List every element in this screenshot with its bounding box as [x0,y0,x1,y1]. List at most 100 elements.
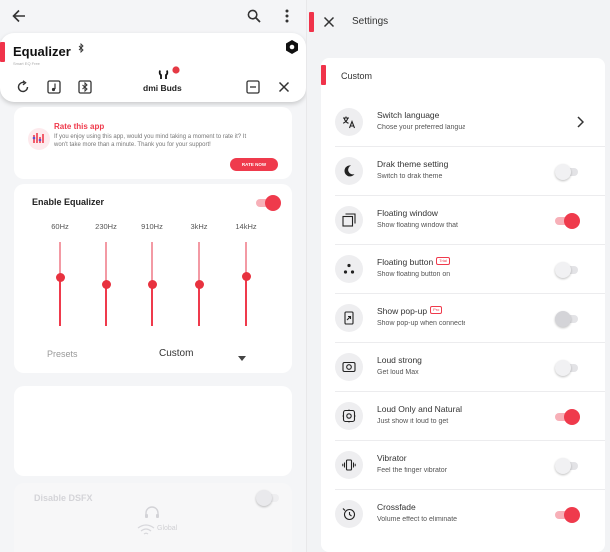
band-label-14khz: 14kHz [235,222,257,231]
equalizer-screen: Equalizer Smart EQ Free dmi Buds [0,0,306,552]
band-slider-910hz[interactable] [147,242,157,326]
row-subtitle: Chose your preferred language [377,124,465,131]
settings-row-dark-theme[interactable]: Drak theme setting Switch to drak theme [321,147,605,196]
icon-circle [335,255,363,283]
row-subtitle: Show pop-up when connected [377,320,465,327]
row-subtitle: Just show it loud to get [377,418,449,425]
icon-circle [335,353,363,381]
row-title: Vibrator [377,453,407,463]
settings-row-loud-only[interactable]: Loud Only and Natural Just show it loud … [321,392,605,441]
row-divider [335,195,605,196]
row-subtitle: Feel the finger vibrator [377,467,448,474]
row-divider [335,342,605,343]
loud-strong-toggle[interactable] [555,360,579,376]
refresh-icon[interactable] [16,80,30,94]
rate-app-card: Rate this app If you enjoy using this ap… [14,107,292,179]
band-label-230hz: 230Hz [95,222,117,231]
icon-circle [335,206,363,234]
row-subtitle: Get loud Max [377,369,419,376]
loud-gear-icon [342,409,356,423]
settings-row-floating-window[interactable]: Floating window Show floating window tha… [321,196,605,245]
equalizer-app-icon [28,128,50,150]
row-title: Floating button Trial [377,257,465,267]
back-arrow-icon[interactable] [12,9,26,23]
floating-window-toggle[interactable] [555,213,580,229]
search-icon[interactable] [247,9,261,23]
rate-body: If you enjoy using this app, would you m… [54,134,247,148]
icon-circle [335,108,363,136]
row-subtitle: Show floating window that [377,222,458,229]
popup-icon [344,311,354,325]
row-title-text: Show pop-up [377,306,428,316]
row-title-text: Floating button [377,257,434,267]
pro-badge: Pro [430,306,443,314]
band-slider-3khz[interactable] [194,242,204,326]
moon-icon [344,165,355,177]
band-slider-60hz[interactable] [55,242,65,326]
dark-theme-toggle[interactable] [555,164,579,180]
section-accent-bar [321,65,326,85]
vibrate-icon [342,459,356,471]
settings-row-floating-button[interactable]: Floating button Trial Show floating butto… [321,245,605,294]
section-title-custom: Custom [341,71,373,81]
band-label-3khz: 3kHz [190,222,208,231]
bluetooth-icon [78,43,84,53]
settings-row-switch-language[interactable]: Switch language Chose your preferred lan… [321,98,605,147]
top-app-bar [0,0,306,34]
row-title: Floating window [377,208,438,218]
window-icon [342,213,356,227]
equalizer-subtitle: Smart EQ Free [13,61,40,66]
row-title: Loud Only and Natural [377,404,463,414]
icon-circle [335,500,363,528]
row-divider [335,489,605,490]
settings-gear-icon[interactable] [284,39,300,55]
row-divider [335,293,605,294]
dropdown-arrow-icon[interactable] [238,356,246,361]
close-icon[interactable] [278,81,290,93]
presets-label: Presets [47,349,78,359]
show-popup-toggle[interactable] [555,311,579,327]
music-note-icon[interactable] [47,80,61,94]
floating-button-toggle[interactable] [555,262,579,278]
headphones-icon [145,506,159,518]
empty-card [14,386,292,476]
more-vert-icon[interactable] [284,9,290,23]
icon-circle [335,451,363,479]
global-label: Global [157,525,178,532]
loud-only-toggle[interactable] [555,409,580,425]
disable-dsfx-toggle[interactable] [256,490,280,506]
settings-list: Custom Switch language Chose your prefer… [321,58,605,552]
band-label-910hz: 910Hz [141,222,163,231]
preset-dropdown[interactable]: Custom [159,348,194,359]
band-slider-14khz[interactable] [241,242,251,326]
chevron-right-icon [577,116,584,128]
row-subtitle: Volume effect to eliminate [377,516,458,523]
row-title: Loud strong [377,355,422,365]
icon-circle [335,402,363,430]
translate-icon [342,116,356,129]
settings-title: Settings [352,16,389,27]
icon-circle [335,304,363,332]
settings-accent-bar [309,12,314,32]
settings-row-show-popup[interactable]: Show pop-up Pro Show pop-up when connecte… [321,294,605,343]
equalizer-title: Equalizer [13,44,71,59]
enable-equalizer-toggle[interactable] [256,195,281,211]
crossfade-toggle[interactable] [555,507,580,523]
minimize-icon[interactable] [246,80,260,94]
settings-row-crossfade[interactable]: Crossfade Volume effect to eliminate [321,490,605,539]
row-divider [335,244,605,245]
settings-screen: Settings Custom Switch language Chose yo… [306,0,610,552]
settings-row-vibrator[interactable]: Vibrator Feel the finger vibrator [321,441,605,490]
dsfx-card: Disable DSFX Global [14,483,292,552]
close-settings-icon[interactable] [323,16,335,28]
crossfade-icon [342,508,356,521]
speaker-icon [342,361,356,373]
vibrator-toggle[interactable] [555,458,579,474]
settings-row-loud-strong[interactable]: Loud strong Get loud Max [321,343,605,392]
row-divider [335,146,605,147]
band-slider-230hz[interactable] [101,242,111,326]
rate-now-button[interactable]: RATE NOW [230,158,278,171]
bluetooth-box-icon[interactable] [78,80,92,94]
accent-bar [0,42,5,62]
row-subtitle: Switch to drak theme [377,173,443,180]
